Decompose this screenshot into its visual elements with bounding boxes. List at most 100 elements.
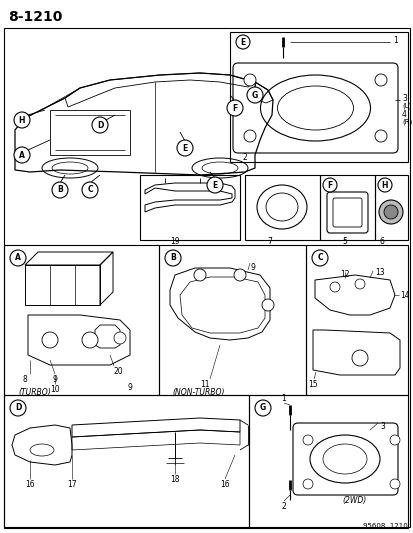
- Circle shape: [14, 147, 30, 163]
- Text: 9: 9: [52, 375, 57, 384]
- Text: 3: 3: [401, 93, 406, 102]
- Text: 15: 15: [307, 380, 317, 389]
- Circle shape: [92, 117, 108, 133]
- Circle shape: [165, 250, 180, 266]
- Text: 2: 2: [242, 153, 247, 162]
- Text: 16: 16: [220, 480, 229, 489]
- Text: 8: 8: [23, 375, 27, 384]
- Text: (TURBO): (TURBO): [18, 388, 51, 397]
- Circle shape: [374, 130, 386, 142]
- Circle shape: [82, 182, 98, 198]
- Text: 17: 17: [67, 480, 77, 489]
- Bar: [4, 395, 248, 528]
- Text: C: C: [87, 185, 93, 195]
- Bar: [25, 265, 100, 305]
- Text: B: B: [170, 254, 176, 262]
- Circle shape: [14, 112, 30, 128]
- Circle shape: [311, 250, 327, 266]
- Text: 6: 6: [379, 237, 384, 246]
- Circle shape: [254, 400, 271, 416]
- Circle shape: [226, 100, 242, 116]
- Circle shape: [10, 250, 26, 266]
- Circle shape: [302, 435, 312, 445]
- Bar: [159, 245, 305, 395]
- Text: F: F: [327, 181, 332, 190]
- Circle shape: [374, 74, 386, 86]
- Text: 11: 11: [200, 380, 209, 389]
- Bar: [50, 110, 130, 155]
- Ellipse shape: [378, 200, 402, 224]
- Text: 5: 5: [342, 237, 347, 246]
- Circle shape: [247, 87, 262, 103]
- Circle shape: [243, 130, 255, 142]
- Circle shape: [261, 299, 273, 311]
- Text: 8-1210: 8-1210: [8, 10, 62, 24]
- Circle shape: [194, 269, 206, 281]
- Text: (L): (L): [401, 103, 411, 109]
- Text: D: D: [15, 403, 21, 413]
- Text: B: B: [57, 185, 63, 195]
- FancyBboxPatch shape: [292, 423, 397, 495]
- Text: 19: 19: [170, 237, 179, 246]
- Text: E: E: [182, 143, 187, 152]
- Text: 7: 7: [267, 237, 272, 246]
- Text: 9: 9: [127, 383, 132, 392]
- Text: 9: 9: [250, 263, 255, 272]
- Text: A: A: [19, 150, 25, 159]
- Text: 1: 1: [281, 394, 286, 403]
- Circle shape: [206, 177, 223, 193]
- Circle shape: [52, 182, 68, 198]
- Circle shape: [351, 350, 367, 366]
- Ellipse shape: [383, 205, 397, 219]
- Text: (2WD): (2WD): [342, 496, 366, 505]
- Text: 4: 4: [401, 109, 406, 118]
- Circle shape: [243, 74, 255, 86]
- Circle shape: [329, 282, 339, 292]
- FancyBboxPatch shape: [233, 63, 397, 153]
- Text: E: E: [212, 181, 217, 190]
- Text: G: G: [259, 403, 266, 413]
- Text: 13: 13: [374, 268, 384, 277]
- Text: 95608  1210: 95608 1210: [362, 523, 407, 529]
- Text: (R): (R): [401, 119, 411, 125]
- Text: G: G: [251, 91, 257, 100]
- Circle shape: [322, 178, 336, 192]
- Bar: [319, 175, 374, 240]
- Circle shape: [389, 435, 399, 445]
- Text: E: E: [240, 37, 245, 46]
- Bar: [374, 175, 407, 240]
- Circle shape: [233, 269, 245, 281]
- Text: A: A: [15, 254, 21, 262]
- Text: H: H: [381, 181, 387, 190]
- Circle shape: [389, 479, 399, 489]
- Circle shape: [82, 332, 98, 348]
- Text: 1: 1: [392, 36, 397, 44]
- Circle shape: [177, 140, 192, 156]
- Text: 2: 2: [281, 502, 286, 511]
- Text: 3: 3: [379, 422, 384, 431]
- Bar: [248, 395, 407, 528]
- Text: 12: 12: [339, 270, 349, 279]
- Text: 16: 16: [25, 480, 35, 489]
- Text: (NON-TURBO): (NON-TURBO): [171, 388, 224, 397]
- Bar: [4, 245, 159, 395]
- Text: H: H: [19, 116, 25, 125]
- Text: 18: 18: [170, 475, 179, 484]
- Text: F: F: [232, 103, 237, 112]
- FancyBboxPatch shape: [332, 198, 361, 227]
- Circle shape: [114, 332, 126, 344]
- Text: 20: 20: [113, 367, 123, 376]
- Circle shape: [302, 479, 312, 489]
- Text: D: D: [97, 120, 103, 130]
- Circle shape: [42, 332, 58, 348]
- Bar: [244, 175, 319, 240]
- Text: 14: 14: [399, 290, 408, 300]
- FancyBboxPatch shape: [326, 192, 367, 233]
- Bar: [305, 245, 407, 395]
- Bar: [230, 32, 407, 162]
- Circle shape: [354, 279, 364, 289]
- Circle shape: [10, 400, 26, 416]
- Text: C: C: [316, 254, 322, 262]
- Bar: [140, 175, 240, 240]
- Text: 10: 10: [50, 385, 59, 394]
